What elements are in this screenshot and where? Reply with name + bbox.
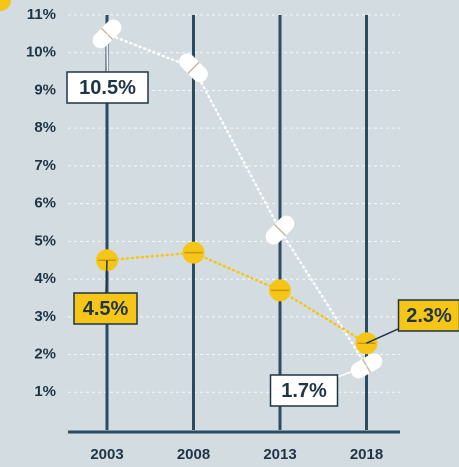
y-tick-label: 8%: [34, 119, 56, 136]
y-tick-label: 6%: [34, 195, 56, 212]
data-label: 2.3%: [406, 305, 452, 327]
y-tick-label: 1%: [34, 383, 56, 400]
label-box: [269, 374, 339, 407]
y-tick-label: 7%: [34, 157, 56, 174]
x-tick-label: 2003: [90, 446, 123, 463]
label-box: [73, 292, 138, 325]
x-tick-label: 2013: [263, 446, 296, 463]
y-tick-label: 5%: [34, 232, 56, 249]
y-tick-label: 3%: [34, 308, 56, 325]
data-label: 1.7%: [281, 380, 327, 402]
data-label: 10.5%: [79, 77, 136, 99]
series-line: [105, 251, 368, 345]
x-tick-label: 2008: [177, 446, 210, 463]
y-tick-label: 11%: [27, 6, 56, 23]
y-tick-label: 2%: [34, 346, 56, 363]
pill-score: [187, 61, 200, 75]
pill: [269, 279, 291, 302]
y-tick-label: 9%: [34, 81, 56, 98]
label-box: [397, 299, 459, 332]
pill-score: [273, 223, 287, 237]
pill: [182, 241, 205, 264]
pill-body: [0, 0, 11, 11]
x-tick-label: 2018: [350, 446, 383, 463]
label-box: [66, 71, 149, 104]
y-tick-label: 4%: [34, 270, 56, 287]
pill: [265, 215, 295, 245]
y-tick-label: 10%: [26, 44, 56, 61]
pill: [179, 53, 208, 83]
data-label: 4.5%: [83, 298, 129, 320]
series-line: [105, 32, 368, 368]
